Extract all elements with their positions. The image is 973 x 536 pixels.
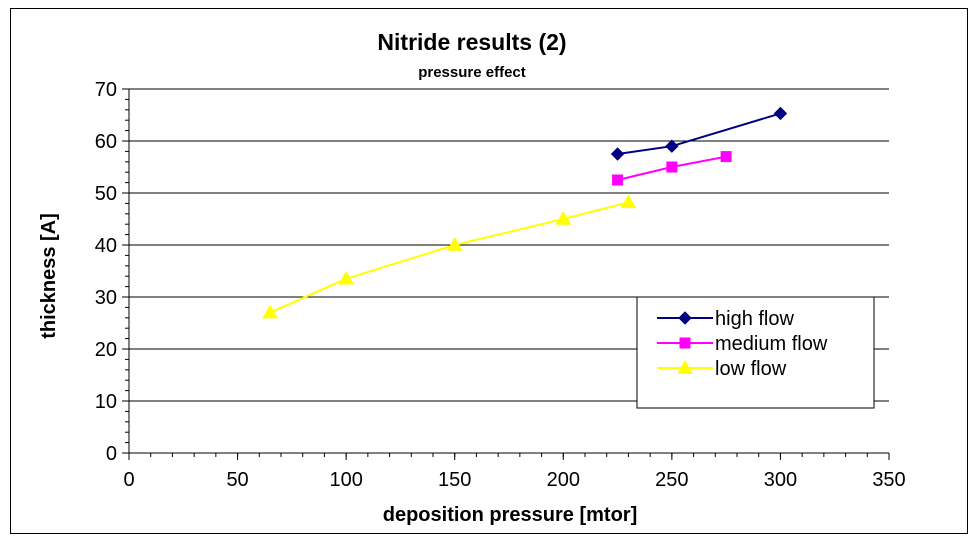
legend-marker-low-flow: [677, 359, 693, 374]
x-tick-label: 250: [655, 469, 688, 491]
chart-subtitle: pressure effect: [418, 64, 526, 81]
legend-box: [636, 296, 875, 409]
data-point-medium-flow: [720, 151, 732, 163]
x-tick-label: 0: [123, 469, 134, 491]
y-tick-label: 30: [95, 287, 117, 309]
y-tick-label: 70: [95, 79, 117, 101]
legend-marker-high-flow: [678, 311, 692, 325]
legend-marker-medium-flow: [679, 337, 691, 349]
chart-frame: Nitride results (2) pressure effect depo…: [10, 8, 968, 534]
data-point-low-flow: [446, 236, 463, 251]
x-tick-label: 300: [764, 469, 797, 491]
x-tick-label: 50: [226, 469, 248, 491]
y-axis-label: thickness [A]: [38, 213, 60, 339]
data-point-low-flow: [338, 270, 355, 285]
y-tick-label: 20: [95, 339, 117, 361]
y-tick-label: 50: [95, 183, 117, 205]
y-tick-label: 10: [95, 391, 117, 413]
y-tick-label: 60: [95, 131, 117, 153]
line-chart: Nitride results (2) pressure effect depo…: [38, 29, 906, 526]
legend-label-low-flow: low flow: [715, 358, 787, 380]
legend: high flow medium flow low flow: [636, 296, 875, 409]
data-point-low-flow: [262, 304, 279, 319]
legend-label-high-flow: high flow: [715, 308, 794, 330]
series-line-low-flow: [269, 201, 629, 314]
x-tick-label: 150: [438, 469, 471, 491]
data-point-high-flow: [610, 147, 625, 161]
data-point-medium-flow: [612, 174, 624, 186]
x-tick-label: 100: [329, 469, 362, 491]
y-tick-label: 40: [95, 235, 117, 257]
data-point-low-flow: [555, 210, 572, 225]
legend-label-medium-flow: medium flow: [715, 333, 828, 355]
y-tick-label: 0: [106, 443, 117, 465]
data-point-high-flow: [773, 106, 788, 121]
series-line-high-flow: [617, 112, 781, 155]
plot-area: 0 10 20 30 40 50 60 70 0 50 100 150 200 250 300 350: [95, 79, 906, 491]
chart-title: Nitride results (2): [377, 29, 566, 55]
data-point-low-flow: [620, 194, 637, 209]
x-axis-label: deposition pressure [mtor]: [383, 504, 637, 526]
data-point-medium-flow: [666, 161, 678, 173]
x-tick-label: 200: [547, 469, 580, 491]
x-tick-label: 350: [872, 469, 905, 491]
data-point-high-flow: [665, 139, 679, 153]
